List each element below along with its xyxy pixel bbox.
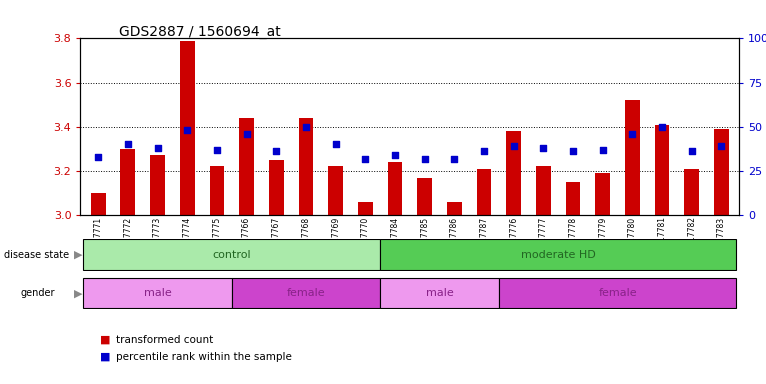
Point — [597, 147, 609, 153]
Bar — [380, 278, 499, 308]
Bar — [299, 118, 313, 215]
Bar — [565, 182, 581, 215]
Point — [715, 143, 728, 149]
Bar — [499, 278, 736, 308]
Point — [508, 143, 520, 149]
Bar — [655, 124, 669, 215]
Text: ■: ■ — [100, 352, 110, 362]
Bar — [714, 129, 728, 215]
Point — [329, 141, 342, 147]
Bar — [269, 160, 283, 215]
Text: moderate HD: moderate HD — [521, 250, 595, 260]
Point — [122, 141, 134, 147]
Text: female: female — [286, 288, 326, 298]
Point — [389, 152, 401, 158]
Bar — [595, 173, 610, 215]
Bar — [91, 193, 106, 215]
Point — [567, 148, 579, 154]
Point — [270, 148, 283, 154]
Bar — [232, 278, 380, 308]
Bar — [536, 166, 551, 215]
Bar — [239, 118, 254, 215]
Text: female: female — [598, 288, 637, 298]
Point — [152, 145, 164, 151]
Bar — [447, 202, 462, 215]
Text: ■: ■ — [100, 335, 110, 345]
Point — [448, 156, 460, 162]
Point — [656, 124, 668, 130]
Bar — [120, 149, 136, 215]
Point — [686, 148, 698, 154]
Point — [92, 154, 104, 160]
Point — [241, 131, 253, 137]
Bar — [476, 169, 492, 215]
Text: ▶: ▶ — [74, 288, 83, 298]
Point — [418, 156, 430, 162]
Point — [537, 145, 549, 151]
Text: disease state: disease state — [4, 250, 69, 260]
Bar — [180, 41, 195, 215]
Text: control: control — [212, 250, 251, 260]
Text: male: male — [144, 288, 172, 298]
Text: gender: gender — [21, 288, 55, 298]
Bar — [150, 156, 165, 215]
Bar — [625, 100, 640, 215]
Point — [181, 127, 193, 133]
Point — [627, 131, 639, 137]
Text: male: male — [426, 288, 453, 298]
Bar — [388, 162, 402, 215]
Point — [211, 147, 223, 153]
Text: percentile rank within the sample: percentile rank within the sample — [116, 352, 293, 362]
Bar — [684, 169, 699, 215]
Bar — [417, 177, 432, 215]
Bar — [328, 166, 343, 215]
Bar — [380, 240, 736, 270]
Point — [300, 124, 312, 130]
Bar — [83, 240, 380, 270]
Point — [478, 148, 490, 154]
Text: GDS2887 / 1560694_at: GDS2887 / 1560694_at — [119, 25, 280, 39]
Bar — [506, 131, 521, 215]
Bar — [358, 202, 373, 215]
Text: transformed count: transformed count — [116, 335, 214, 345]
Bar — [210, 166, 224, 215]
Point — [359, 156, 372, 162]
Bar — [83, 278, 232, 308]
Text: ▶: ▶ — [74, 250, 83, 260]
